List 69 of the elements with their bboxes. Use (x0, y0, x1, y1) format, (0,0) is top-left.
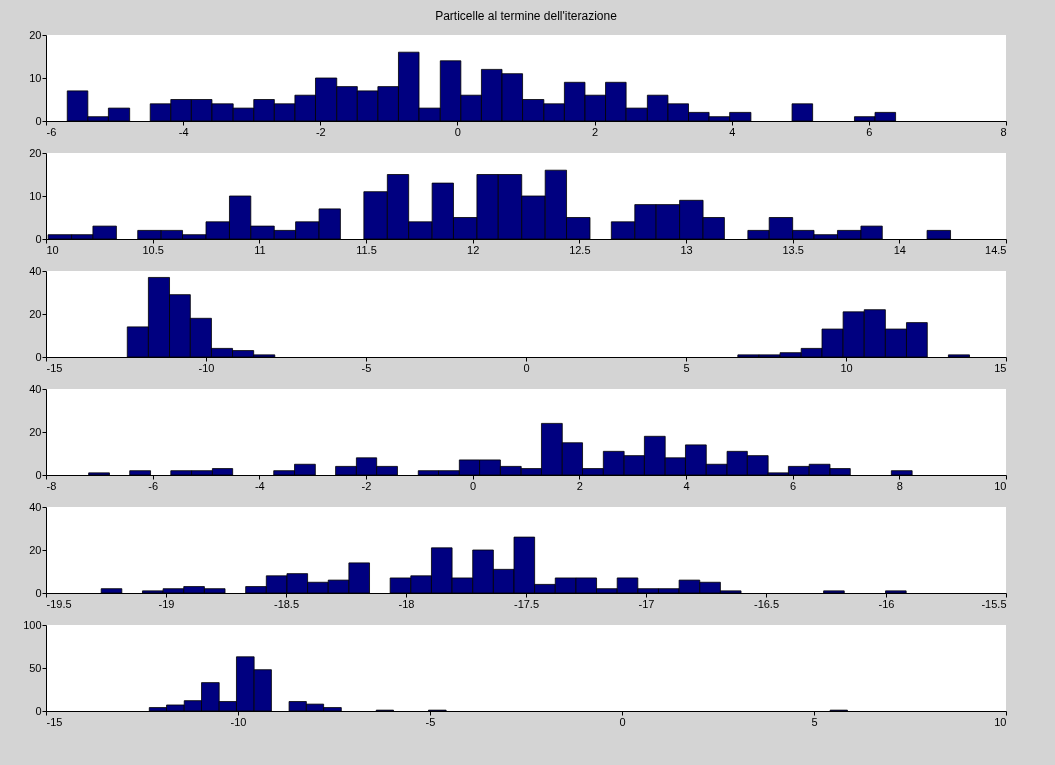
x-tick-label: -2 (315, 125, 326, 138)
x-tick-label: -8 (46, 479, 57, 492)
x-tick-label: 15 (994, 361, 1007, 374)
x-tick-label: 5 (683, 361, 690, 374)
x-tick-label: -5 (425, 715, 436, 728)
x-tick-label: -18 (398, 597, 415, 610)
x-tick-label: -17 (638, 597, 655, 610)
x-tick-label: 4 (683, 479, 690, 492)
x-tick-label: 10.5 (142, 243, 164, 256)
x-tick-label: -10 (198, 361, 215, 374)
x-tick-label: -17.5 (513, 597, 540, 610)
x-tick-label: 12.5 (569, 243, 591, 256)
x-tick-label: -2 (361, 479, 372, 492)
y-tick-label: 0 (35, 586, 42, 599)
x-tick-label: 0 (619, 715, 626, 728)
x-tick-label: 0 (470, 479, 477, 492)
x-tick-label: -5 (361, 361, 372, 374)
x-tick-label: 5 (811, 715, 818, 728)
x-tick-label: 2 (592, 125, 599, 138)
x-tick-label: 6 (790, 479, 797, 492)
x-tick-label: -19 (158, 597, 175, 610)
x-tick-label: 13.5 (782, 243, 804, 256)
x-tick-label: 11 (254, 243, 266, 256)
x-tick-label: 14 (893, 243, 906, 256)
chart-title: Particelle al termine dell'iterazione (435, 9, 618, 23)
x-tick-label: -15.5 (981, 597, 1007, 610)
x-tick-label: 8 (896, 479, 903, 492)
y-tick-label: 40 (29, 500, 42, 513)
x-tick-label: 11.5 (356, 243, 377, 256)
y-tick-label: 20 (29, 28, 42, 41)
x-tick-label: -6 (148, 479, 159, 492)
y-tick-label: 20 (29, 146, 42, 159)
x-tick-label: 10 (46, 243, 59, 256)
y-tick-label: 20 (29, 425, 42, 438)
x-tick-label: 0 (523, 361, 530, 374)
y-tick-label: 100 (23, 618, 42, 631)
x-tick-label: 14.5 (985, 243, 1007, 256)
y-tick-label: 10 (29, 189, 42, 202)
x-tick-label: -18.5 (273, 597, 300, 610)
x-tick-label: 6 (866, 125, 873, 138)
y-tick-label: 10 (29, 71, 42, 84)
x-tick-label: -4 (178, 125, 189, 138)
x-tick-label: 10 (994, 715, 1007, 728)
y-tick-label: 40 (29, 264, 42, 277)
x-tick-label: 13 (680, 243, 693, 256)
y-tick-label: 20 (29, 307, 42, 320)
x-tick-label: 4 (729, 125, 736, 138)
y-tick-label: 0 (35, 114, 42, 127)
y-tick-label: 0 (35, 468, 42, 481)
x-tick-label: -19.5 (46, 597, 72, 610)
y-tick-label: 20 (29, 543, 42, 556)
x-tick-label: -10 (230, 715, 247, 728)
x-tick-label: -4 (254, 479, 265, 492)
y-tick-label: 50 (29, 661, 42, 674)
y-tick-label: 40 (29, 382, 42, 395)
x-tick-label: -16 (878, 597, 895, 610)
y-tick-label: 0 (35, 232, 42, 245)
x-tick-label: 2 (576, 479, 583, 492)
x-tick-label: -15 (46, 715, 63, 728)
x-tick-label: 10 (840, 361, 853, 374)
x-tick-label: -16.5 (753, 597, 780, 610)
x-tick-label: -15 (46, 361, 63, 374)
x-tick-label: 12 (467, 243, 480, 256)
x-tick-label: 0 (454, 125, 461, 138)
x-tick-label: -6 (46, 125, 57, 138)
x-tick-label: 8 (1000, 125, 1007, 138)
x-tick-label: 10 (994, 479, 1007, 492)
y-tick-label: 0 (35, 704, 42, 717)
y-tick-label: 0 (35, 350, 42, 363)
